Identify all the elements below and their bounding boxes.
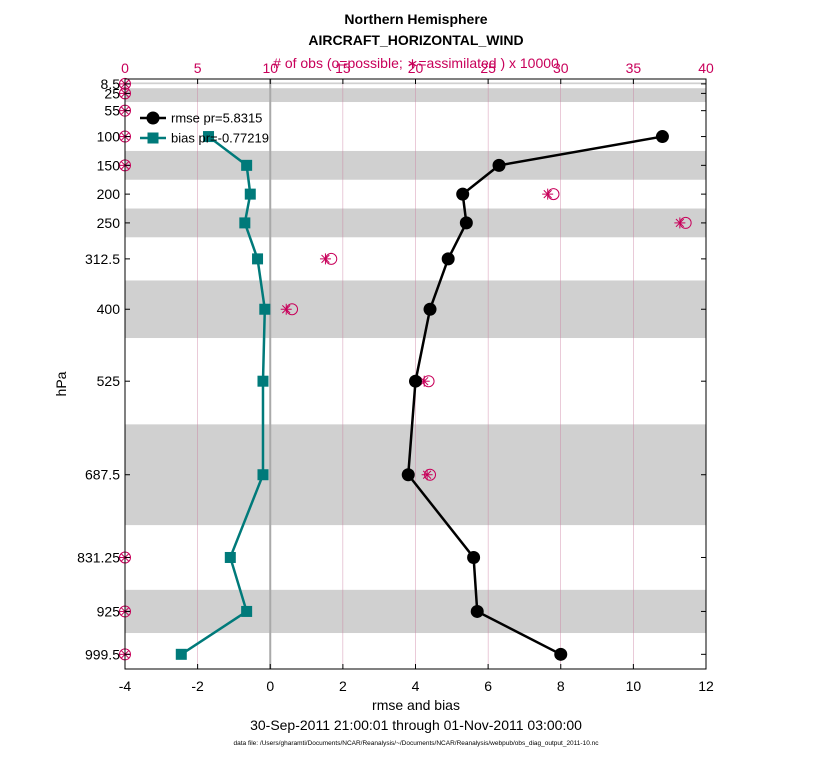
x-tick-label: 4 <box>412 678 420 694</box>
data-point <box>401 468 415 482</box>
data-point <box>456 187 470 201</box>
data-point <box>554 647 568 661</box>
data-point <box>175 648 187 660</box>
top-tick-label: 40 <box>698 60 714 76</box>
y-tick-label: 25 <box>104 85 120 101</box>
series-rmse <box>401 130 669 661</box>
assimilated-marker <box>319 253 331 265</box>
data-point <box>239 217 251 229</box>
x-tick-label: 0 <box>266 678 274 694</box>
assimilated-marker <box>421 469 433 481</box>
series-bias <box>175 131 271 660</box>
assimilated-stroke <box>422 470 432 479</box>
data-point <box>492 158 506 172</box>
y-tick-label: 150 <box>97 157 121 173</box>
assimilated-stroke <box>675 218 685 228</box>
data-point <box>257 375 269 387</box>
top-tick-label: 5 <box>194 60 202 76</box>
y-axis-label: hPa <box>53 371 69 396</box>
assimilated-stroke <box>321 254 330 264</box>
chart-title-line2: AIRCRAFT_HORIZONTAL_WIND <box>308 32 523 48</box>
assimilated-stroke <box>419 376 429 386</box>
data-point <box>441 252 455 266</box>
legend: rmse pr=5.8315 bias pr=-0.77219 <box>140 111 269 146</box>
axis-ticks: -4 -2 0 2 4 6 8 10 120 5 10 15 20 25 30 35 408.525551001… <box>77 60 714 694</box>
assimilated-marker <box>674 217 686 229</box>
series-group <box>175 130 669 661</box>
top-tick-label: 10 <box>262 60 278 76</box>
x-tick-label: 12 <box>698 678 714 694</box>
top-axis-label: # of obs (o=possible; ∗=assimilated ) x … <box>273 55 559 71</box>
data-point <box>259 303 271 315</box>
top-tick-label: 35 <box>626 60 642 76</box>
y-tick-label: 687.5 <box>85 467 120 483</box>
y-tick-label: 55 <box>104 103 120 119</box>
chart-title-line1: Northern Hemisphere <box>344 11 487 27</box>
data-point <box>241 159 253 171</box>
top-tick-label: 30 <box>553 60 569 76</box>
y-tick-label: 400 <box>97 301 121 317</box>
data-point <box>470 604 484 618</box>
x-tick-label: -4 <box>119 678 132 694</box>
data-point <box>241 605 253 617</box>
top-tick-label: 15 <box>335 60 351 76</box>
y-tick-label: 831.25 <box>77 549 120 565</box>
assimilated-marker <box>542 188 554 200</box>
x-tick-label: -2 <box>191 678 204 694</box>
data-point <box>655 130 669 144</box>
legend-label: bias pr=-0.77219 <box>171 131 269 146</box>
data-point <box>224 551 236 563</box>
y-tick-label: 925 <box>97 603 121 619</box>
legend-marker <box>146 111 160 125</box>
legend-marker <box>147 132 159 144</box>
x-axis-label: rmse and bias <box>372 697 460 713</box>
y-tick-label: 525 <box>97 373 121 389</box>
legend-label: rmse pr=5.8315 <box>171 111 262 126</box>
x-tick-label: 6 <box>484 678 492 694</box>
y-tick-label: 100 <box>97 129 121 145</box>
assimilated-marker <box>280 303 292 315</box>
x-tick-label: 10 <box>626 678 642 694</box>
assimilated-stroke <box>543 189 552 199</box>
data-point <box>203 131 215 143</box>
data-point <box>409 374 422 388</box>
data-point <box>257 469 269 481</box>
data-point <box>252 253 264 265</box>
data-point <box>244 188 256 200</box>
data-point <box>467 550 481 564</box>
top-tick-label: 20 <box>408 60 424 76</box>
date-range: 30-Sep-2011 21:00:01 through 01-Nov-2011… <box>250 717 582 733</box>
top-tick-label: 25 <box>480 60 496 76</box>
data-point <box>423 302 437 316</box>
y-tick-label: 312.5 <box>85 251 120 267</box>
top-tick-label: 0 <box>121 60 129 76</box>
data-file-footer: data file: /Users/gharamti/Documents/NCA… <box>234 740 600 747</box>
assimilated-stroke <box>281 305 291 314</box>
x-tick-label: 2 <box>339 678 347 694</box>
data-point <box>459 216 473 230</box>
y-tick-label: 8.5 <box>101 76 121 92</box>
y-tick-label: 999.5 <box>85 646 120 662</box>
y-tick-label: 200 <box>97 186 121 202</box>
x-tick-label: 8 <box>557 678 565 694</box>
y-tick-label: 250 <box>97 215 121 231</box>
